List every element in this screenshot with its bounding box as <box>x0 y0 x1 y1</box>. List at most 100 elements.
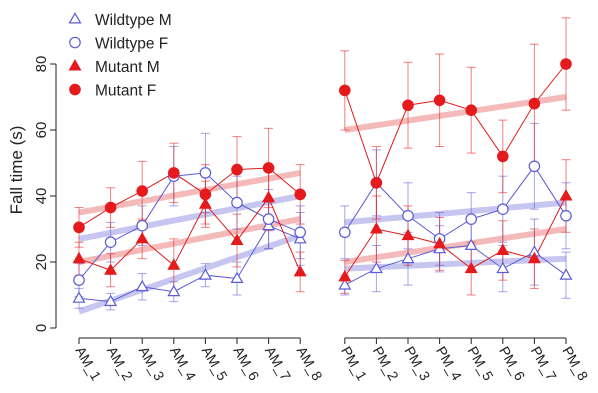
point-mutant-m <box>262 190 276 203</box>
point-mutant-f <box>528 97 541 110</box>
point-mutant-f <box>136 185 148 197</box>
point-mutant-f <box>402 99 414 112</box>
legend-marker-mutant-f <box>69 83 81 96</box>
point-wildtype-f <box>465 213 477 225</box>
x-tick-label: PM_4 <box>433 344 465 384</box>
point-wildtype-m <box>72 291 86 303</box>
point-mutant-m <box>433 236 447 249</box>
y-axis-label: Fall time (s) <box>7 126 26 215</box>
point-mutant-m <box>527 251 541 264</box>
y-tick-label: 40 <box>33 188 50 205</box>
point-wildtype-m <box>401 251 415 264</box>
point-mutant-m <box>293 264 307 277</box>
point-wildtype-m <box>369 261 383 274</box>
point-wildtype-f <box>560 210 572 222</box>
point-wildtype-f <box>136 219 148 232</box>
y-tick-label: 0 <box>33 324 50 332</box>
point-wildtype-f <box>231 196 243 209</box>
legend-marker-wildtype-f <box>69 36 81 49</box>
x-tick-label: AM_4 <box>167 344 199 384</box>
point-wildtype-m <box>230 271 244 283</box>
trend-line-mutant-m <box>344 226 567 265</box>
trend-line-mutant-m <box>78 216 301 265</box>
point-mutant-f <box>338 84 351 97</box>
point-mutant-m <box>104 263 118 275</box>
point-mutant-m <box>338 269 352 282</box>
point-wildtype-m <box>167 284 181 297</box>
series-line-wildtype-m <box>78 225 301 303</box>
x-tick-label: PM_8 <box>559 344 591 384</box>
point-wildtype-m <box>559 268 573 280</box>
point-wildtype-f <box>338 226 351 239</box>
series-line-wildtype-f <box>78 172 301 281</box>
x-tick-label: PM_2 <box>370 344 402 384</box>
point-wildtype-f <box>402 210 414 222</box>
point-mutant-f <box>262 162 275 174</box>
trend-line-wildtype-f <box>344 199 567 226</box>
point-wildtype-m <box>104 294 118 307</box>
legend: Wildtype M Wildtype F Mutant M Mutant F <box>68 12 172 100</box>
point-wildtype-m <box>496 261 510 274</box>
series-line-mutant-m <box>78 196 301 273</box>
point-mutant-m <box>135 231 149 244</box>
legend-label-mutant-m: Mutant M <box>95 59 160 76</box>
point-mutant-f <box>496 150 509 163</box>
point-mutant-m <box>167 258 181 270</box>
point-mutant-f <box>73 221 85 234</box>
x-tick-label: AM_3 <box>136 344 168 384</box>
x-tick-label: AM_1 <box>72 344 104 384</box>
point-wildtype-f <box>199 167 212 179</box>
point-mutant-f <box>294 188 306 201</box>
point-mutant-f <box>370 177 383 189</box>
point-wildtype-m <box>464 238 478 250</box>
legend-label-wildtype-m: Wildtype M <box>95 12 172 29</box>
legend-label-wildtype-f: Wildtype F <box>95 36 168 53</box>
point-mutant-f <box>433 94 446 107</box>
point-mutant-f <box>231 163 243 176</box>
x-tick-label: AM_7 <box>262 344 294 384</box>
x-tick-label: AM_6 <box>230 344 262 384</box>
point-mutant-m <box>559 189 573 201</box>
x-tick-label: AM_2 <box>104 344 136 384</box>
point-wildtype-f <box>104 236 117 248</box>
point-mutant-m <box>496 243 510 255</box>
legend-marker-mutant-m <box>68 59 82 71</box>
x-tick-label: PM_5 <box>465 344 497 384</box>
y-tick-label: 20 <box>33 254 50 271</box>
point-wildtype-f <box>73 274 85 286</box>
point-mutant-f <box>199 188 212 201</box>
x-tick-label: PM_7 <box>528 344 560 384</box>
legend-marker-wildtype-m <box>68 12 82 24</box>
point-wildtype-m <box>135 279 149 292</box>
point-wildtype-f <box>528 160 541 173</box>
series-line-mutant-m <box>344 195 567 278</box>
point-mutant-f <box>168 167 180 179</box>
point-wildtype-m <box>338 278 352 290</box>
x-tick-label: PM_3 <box>401 344 433 384</box>
point-mutant-m <box>72 251 86 264</box>
x-tick-label: AM_5 <box>199 344 231 384</box>
y-tick-label: 80 <box>33 56 50 73</box>
point-mutant-f <box>465 104 477 116</box>
point-mutant-f <box>560 58 572 70</box>
series-line-wildtype-f <box>344 165 567 240</box>
plot-layer <box>72 17 573 315</box>
legend-label-mutant-f: Mutant F <box>95 83 156 100</box>
point-mutant-m <box>369 222 383 234</box>
point-wildtype-f <box>294 226 306 239</box>
point-mutant-m <box>198 197 212 209</box>
point-wildtype-f <box>262 213 275 225</box>
point-mutant-m <box>464 261 478 274</box>
point-mutant-m <box>401 228 415 241</box>
series-line-mutant-f <box>344 63 567 185</box>
point-mutant-f <box>104 201 117 214</box>
point-wildtype-f <box>496 203 509 215</box>
point-wildtype-m <box>198 268 212 280</box>
point-mutant-m <box>230 233 244 246</box>
trend-line-wildtype-f <box>78 193 301 242</box>
x-tick-label: PM_6 <box>496 344 528 384</box>
x-tick-label: AM_8 <box>294 344 326 384</box>
x-tick-label: PM_1 <box>338 344 370 384</box>
